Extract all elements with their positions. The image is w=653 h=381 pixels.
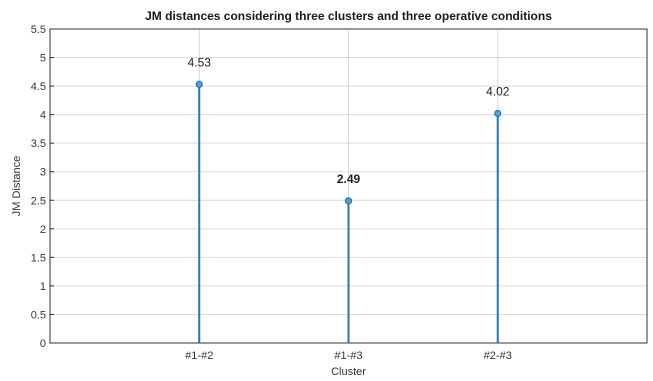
stem-marker bbox=[195, 80, 203, 88]
y-tick-label: 1 bbox=[40, 281, 46, 293]
stem-marker bbox=[494, 109, 502, 118]
chart-title: JM distances considering three clusters … bbox=[145, 9, 552, 23]
y-tick-label: 5 bbox=[40, 53, 46, 65]
y-tick-label: 3 bbox=[40, 167, 46, 179]
x-tick-label: #1-#2 bbox=[185, 350, 213, 362]
y-tick-label: 5.5 bbox=[31, 24, 46, 36]
data-label: 4.02 bbox=[486, 84, 510, 98]
y-tick-label: 4 bbox=[40, 110, 46, 122]
y-tick-label: 3.5 bbox=[31, 138, 46, 150]
y-tick-label: 1.5 bbox=[31, 252, 46, 264]
x-axis-ticks: #1-#2 #1-#3 #2-#3 bbox=[185, 339, 512, 362]
stem-series bbox=[195, 80, 502, 343]
x-tick-label: #2-#3 bbox=[484, 350, 512, 362]
x-tick-label: #1-#3 bbox=[334, 350, 362, 362]
x-axis-label: Cluster bbox=[331, 366, 366, 378]
y-tick-label: 2 bbox=[40, 224, 46, 236]
y-tick-label: 0.5 bbox=[31, 309, 46, 321]
data-label: 2.49 bbox=[337, 172, 361, 186]
y-axis-ticks: 0 0.5 1 1.5 2 2.5 3 3.5 4 4.5 5 5.5 bbox=[31, 24, 54, 350]
y-tick-label: 2.5 bbox=[31, 195, 46, 207]
y-tick-label: 4.5 bbox=[31, 81, 46, 93]
y-tick-label: 0 bbox=[40, 338, 46, 350]
data-labels: 4.53 2.49 4.02 bbox=[188, 55, 510, 185]
data-label: 4.53 bbox=[188, 55, 212, 69]
stem-marker bbox=[344, 197, 353, 205]
y-axis-label: JM Distance bbox=[11, 156, 23, 217]
